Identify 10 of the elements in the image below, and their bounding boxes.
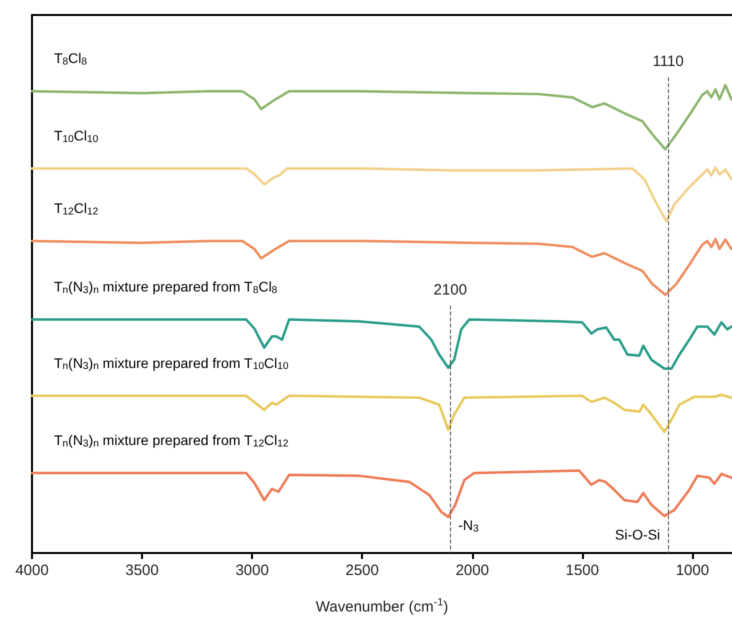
x-tick-label: 4000: [15, 562, 49, 579]
x-tick-label: 2500: [346, 562, 379, 579]
ref-line-label: 1110: [652, 53, 684, 70]
annotation: Si-O-Si: [615, 526, 660, 542]
x-tick-label: 2000: [456, 562, 489, 579]
x-tick-label: 3000: [235, 562, 269, 579]
x-tick-label: 1500: [566, 562, 599, 579]
x-tick-label: 1000: [676, 562, 710, 579]
x-tick-label: 3500: [125, 562, 159, 579]
ref-line-label: 2100: [434, 282, 467, 299]
